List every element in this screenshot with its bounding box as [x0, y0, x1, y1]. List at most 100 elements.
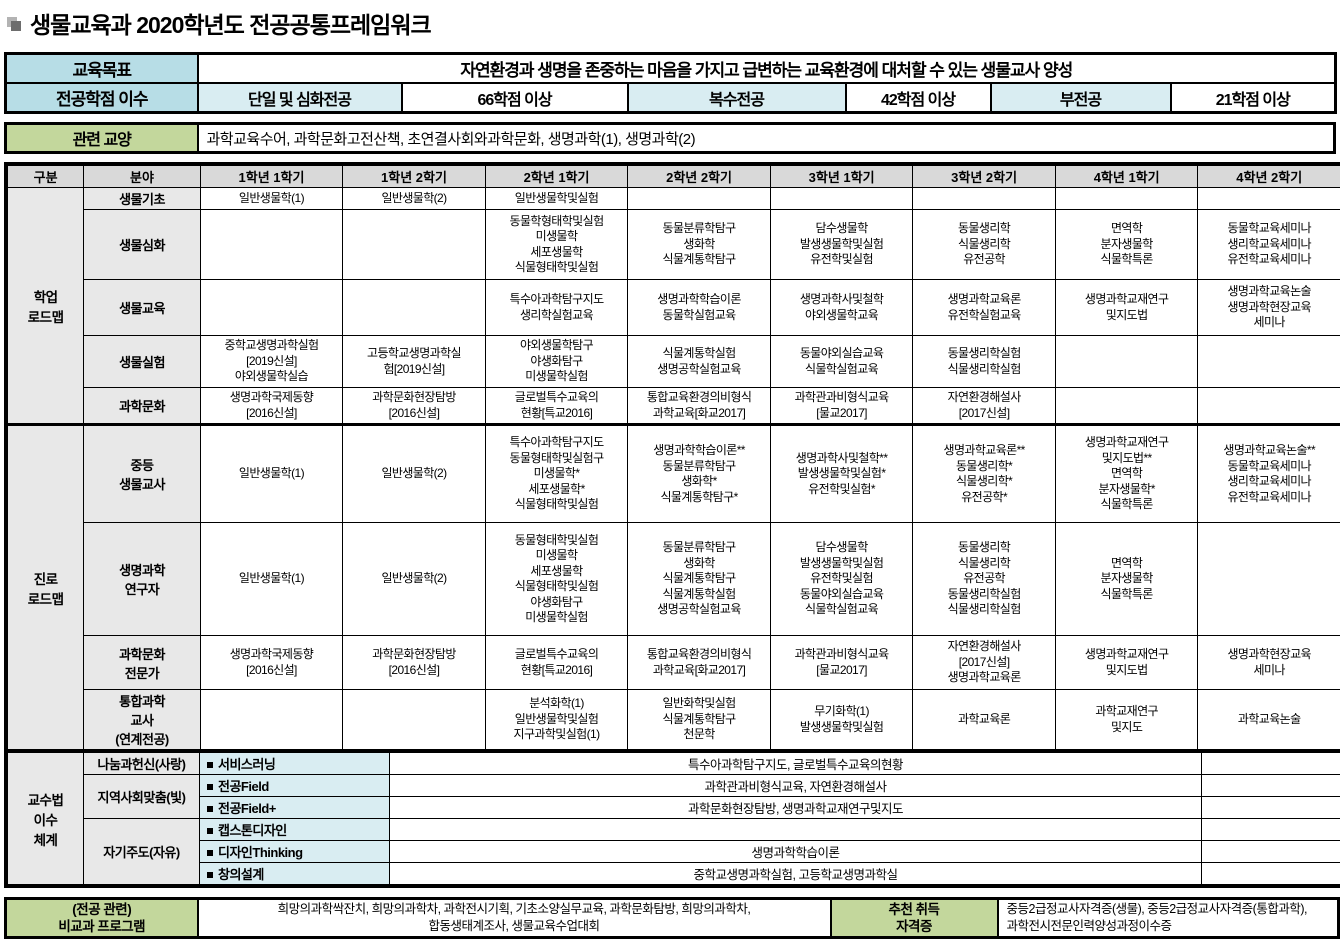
group-label: 진로 로드맵: [8, 425, 84, 750]
course-cell: 글로벌특수교육의 현황[특교2016]: [485, 636, 628, 690]
field-label: 과학문화 전문가: [84, 636, 200, 690]
roadmap-grid: 구분 분야 1학년 1학기 1학년 2학기 2학년 1학기 2학년 2학기 3학…: [4, 162, 1340, 888]
field-label: 중등 생물교사: [84, 425, 200, 523]
course-cell: 면역학 분자생물학 식물학특론: [1055, 523, 1198, 636]
goal-credits-table: 교육목표 자연환경과 생명을 존중하는 마음을 가지고 급변하는 교육환경에 대…: [4, 52, 1337, 114]
header-cell: 2학년 1학기: [485, 166, 628, 188]
roadmap-header-row: 구분 분야 1학년 1학기 1학년 2학기 2학년 1학기 2학년 2학기 3학…: [8, 166, 1340, 188]
liberal-arts-row: 관련 교양 과학교육수어, 과학문화고전산책, 초연결사회와과학문화, 생명과학…: [6, 124, 1335, 153]
credit-type: 복수전공: [628, 83, 846, 113]
goal-value: 자연환경과 생명을 존중하는 마음을 가지고 급변하는 교육환경에 대처할 수 …: [198, 54, 1336, 84]
course-cell: [343, 280, 486, 336]
pedagogy-method-label: 창의설계: [218, 867, 264, 882]
certificate-value: 중등2급정교사자격증(생물), 중등2급정교사자격증(통합과학), 과학전시전문…: [998, 899, 1339, 938]
course-cell: [200, 280, 343, 336]
course-cell: 고등학교생명과학실 험[2019신설]: [343, 336, 486, 388]
bullet-icon: [207, 762, 213, 768]
goal-row: 교육목표 자연환경과 생명을 존중하는 마음을 가지고 급변하는 교육환경에 대…: [6, 54, 1336, 84]
course-cell: [1198, 188, 1340, 210]
course-cell: 면역학 분자생물학 식물학특론: [1055, 210, 1198, 280]
course-cell: 일반생물학및실험: [485, 188, 628, 210]
course-cell: 생명과학교재연구 및지도법** 면역학 분자생물학* 식물학특론: [1055, 425, 1198, 523]
bullet-icon: [207, 872, 213, 878]
course-cell: 생명과학교육론** 동물생리학* 식물생리학* 유전공학*: [913, 425, 1056, 523]
group-label: 학업 로드맵: [8, 188, 84, 425]
liberal-arts-label: 관련 교양: [6, 124, 198, 153]
title-bullet-icon: [11, 21, 21, 31]
course-cell: 특수아과학탐구지도 동물형태학및실험구 미생물학* 세포생물학* 식물형태학및실…: [485, 425, 628, 523]
course-cell: [343, 210, 486, 280]
page-title: 생물교육과 2020학년도 전공공통프레임워크: [30, 6, 431, 40]
credit-type: 단일 및 심화전공: [198, 83, 402, 113]
course-cell: 과학교육론: [913, 690, 1056, 750]
course-cell: [200, 690, 343, 750]
header-cell: 분야: [84, 166, 200, 188]
extracurricular-row: (전공 관련) 비교과 프로그램 희망의과학싹잔치, 희망의과학차, 과학전시기…: [6, 899, 1339, 938]
course-cell: 담수생물학 발생생물학및실험 유전학및실험: [770, 210, 913, 280]
course-cell: 과학교육논술: [1198, 690, 1340, 750]
course-cell: 동물형태학및실험 미생물학 세포생물학 식물형태학및실험 야생화탐구 미생물학실…: [485, 523, 628, 636]
pedagogy-method: 서비스러닝: [200, 752, 390, 775]
program-label: (전공 관련) 비교과 프로그램: [6, 899, 198, 938]
course-cell: 일반생물학(2): [343, 188, 486, 210]
pedagogy-method: 전공Field+: [200, 797, 390, 819]
course-cell: 생명과학교재연구 및지도법: [1055, 636, 1198, 690]
course-cell: [628, 188, 771, 210]
course-cell: 동물야외실습교육 식물학실험교육: [770, 336, 913, 388]
course-cell: 동물생리학실험 식물생리학실험: [913, 336, 1056, 388]
course-cell: 식물계통학실험 생명공학실험교육: [628, 336, 771, 388]
course-cell: 동물생리학 식물생리학 유전공학 동물생리학실험 식물생리학실험: [913, 523, 1056, 636]
header-cell: 4학년 1학기: [1055, 166, 1198, 188]
course-cell: 생명과학현장교육 세미나: [1198, 636, 1340, 690]
pedagogy-group-label: 교수법 이수 체계: [8, 752, 84, 885]
certificate-label: 추천 취득 자격증: [831, 899, 998, 938]
pedagogy-empty-cell: [1202, 797, 1340, 819]
program-value: 희망의과학싹잔치, 희망의과학차, 과학전시기획, 기초소양실무교육, 과학문화…: [198, 899, 831, 938]
credits-row: 전공학점 이수 단일 및 심화전공 66학점 이상 복수전공 42학점 이상 부…: [6, 83, 1336, 113]
pedagogy-empty-cell: [1202, 819, 1340, 841]
course-cell: [1198, 523, 1340, 636]
pedagogy-content: 생명과학학습이론: [390, 841, 1202, 863]
course-cell: 생명과학교육논술** 동물학교육세미나 생리학교육세미나 유전학교육세미나: [1198, 425, 1340, 523]
goal-label: 교육목표: [6, 54, 198, 84]
field-label: 생물기초: [84, 188, 200, 210]
course-cell: 생명과학교육논술 생명과학현장교육 세미나: [1198, 280, 1340, 336]
extracurricular-table: (전공 관련) 비교과 프로그램 희망의과학싹잔치, 희망의과학차, 과학전시기…: [4, 897, 1340, 939]
course-cell: [1055, 188, 1198, 210]
bullet-icon: [207, 850, 213, 856]
pedagogy-empty-cell: [1202, 775, 1340, 797]
course-cell: 생명과학사및철학** 발생생물학및실험* 유전학및실험*: [770, 425, 913, 523]
course-cell: 동물학교육세미나 생리학교육세미나 유전학교육세미나: [1198, 210, 1340, 280]
roadmap-row: 통합과학 교사 (연계전공)분석화학(1) 일반생물학및실험 지구과학및실험(1…: [8, 690, 1340, 750]
course-cell: 일반생물학(1): [200, 188, 343, 210]
pedagogy-row: 전공Field+ 과학문화현장탐방, 생명과학교재연구및지도: [8, 797, 1340, 819]
pedagogy-method-label: 전공Field+: [218, 801, 276, 816]
course-cell: 일반생물학(2): [343, 425, 486, 523]
bullet-icon: [207, 784, 213, 790]
pedagogy-category-label: 자기주도(자유): [84, 819, 200, 885]
pedagogy-row: 디자인Thinking 생명과학학습이론: [8, 841, 1340, 863]
pedagogy-row: 지역사회맞춤(빛) 전공Field 과학관과비형식교육, 자연환경해설사: [8, 775, 1340, 797]
course-cell: 일반화학및실험 식물계통학탐구 천문학: [628, 690, 771, 750]
pedagogy-content: 과학관과비형식교육, 자연환경해설사: [390, 775, 1202, 797]
pedagogy-category-label: 지역사회맞춤(빛): [84, 775, 200, 819]
course-cell: 일반생물학(1): [200, 425, 343, 523]
header-cell: 2학년 2학기: [628, 166, 771, 188]
course-cell: 생명과학국제동향 [2016신설]: [200, 636, 343, 690]
course-cell: [343, 690, 486, 750]
pedagogy-method: 캡스톤디자인: [200, 819, 390, 841]
credit-type: 부전공: [991, 83, 1171, 113]
course-cell: 동물생리학 식물생리학 유전공학: [913, 210, 1056, 280]
field-label: 생명과학 연구자: [84, 523, 200, 636]
field-label: 통합과학 교사 (연계전공): [84, 690, 200, 750]
pedagogy-method-label: 전공Field: [218, 779, 269, 794]
pedagogy-content: [390, 819, 1202, 841]
title-bar: 생물교육과 2020학년도 전공공통프레임워크: [6, 8, 1336, 38]
field-label: 과학문화: [84, 388, 200, 425]
header-cell: 구분: [8, 166, 84, 188]
course-cell: 과학문화현장탐방 [2016신설]: [343, 636, 486, 690]
